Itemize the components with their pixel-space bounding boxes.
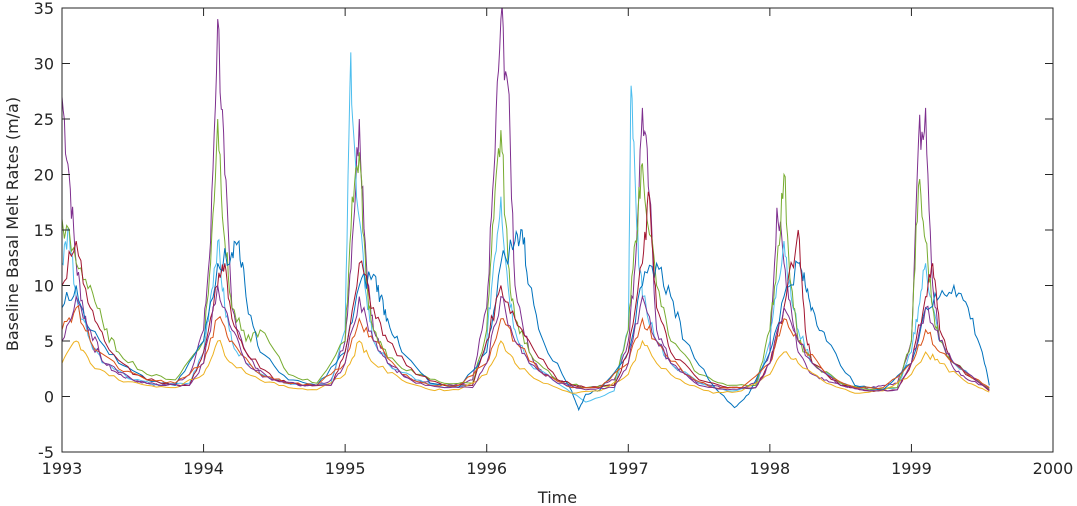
x-tick-label: 1993 [42,459,83,478]
series-line [62,8,990,389]
series-lines [62,8,990,412]
y-tick-label: 0 [44,388,54,407]
series-line [62,52,990,403]
y-tick-label: -5 [38,443,54,462]
axes: 1993 1994 1995 1996 1997 1998 1999 2000 -5 0 5 10 15… [34,0,1074,478]
series-line [62,228,990,412]
x-tick-label: 2000 [1033,459,1074,478]
series-line [62,191,990,393]
series-line [62,339,990,394]
series-line [62,285,990,392]
x-tick-label: 1997 [608,459,649,478]
y-tick-label: 35 [34,0,54,18]
y-tick-label: 15 [34,221,54,240]
y-tick-label: 20 [34,166,54,185]
x-tick-label: 1999 [891,459,932,478]
y-axis-label: Baseline Basal Melt Rates (m/a) [3,97,22,351]
y-tick-label: 30 [34,55,54,74]
y-tick-label: 10 [34,277,54,296]
x-axis-label: Time [537,488,577,506]
x-tick-label: 1994 [183,459,224,478]
series-line [62,118,990,391]
y-tick-label: 25 [34,110,54,129]
y-tick-label: 5 [44,332,54,351]
x-tick-label: 1996 [466,459,507,478]
x-tick-label: 1998 [749,459,790,478]
x-tick-label: 1995 [325,459,366,478]
